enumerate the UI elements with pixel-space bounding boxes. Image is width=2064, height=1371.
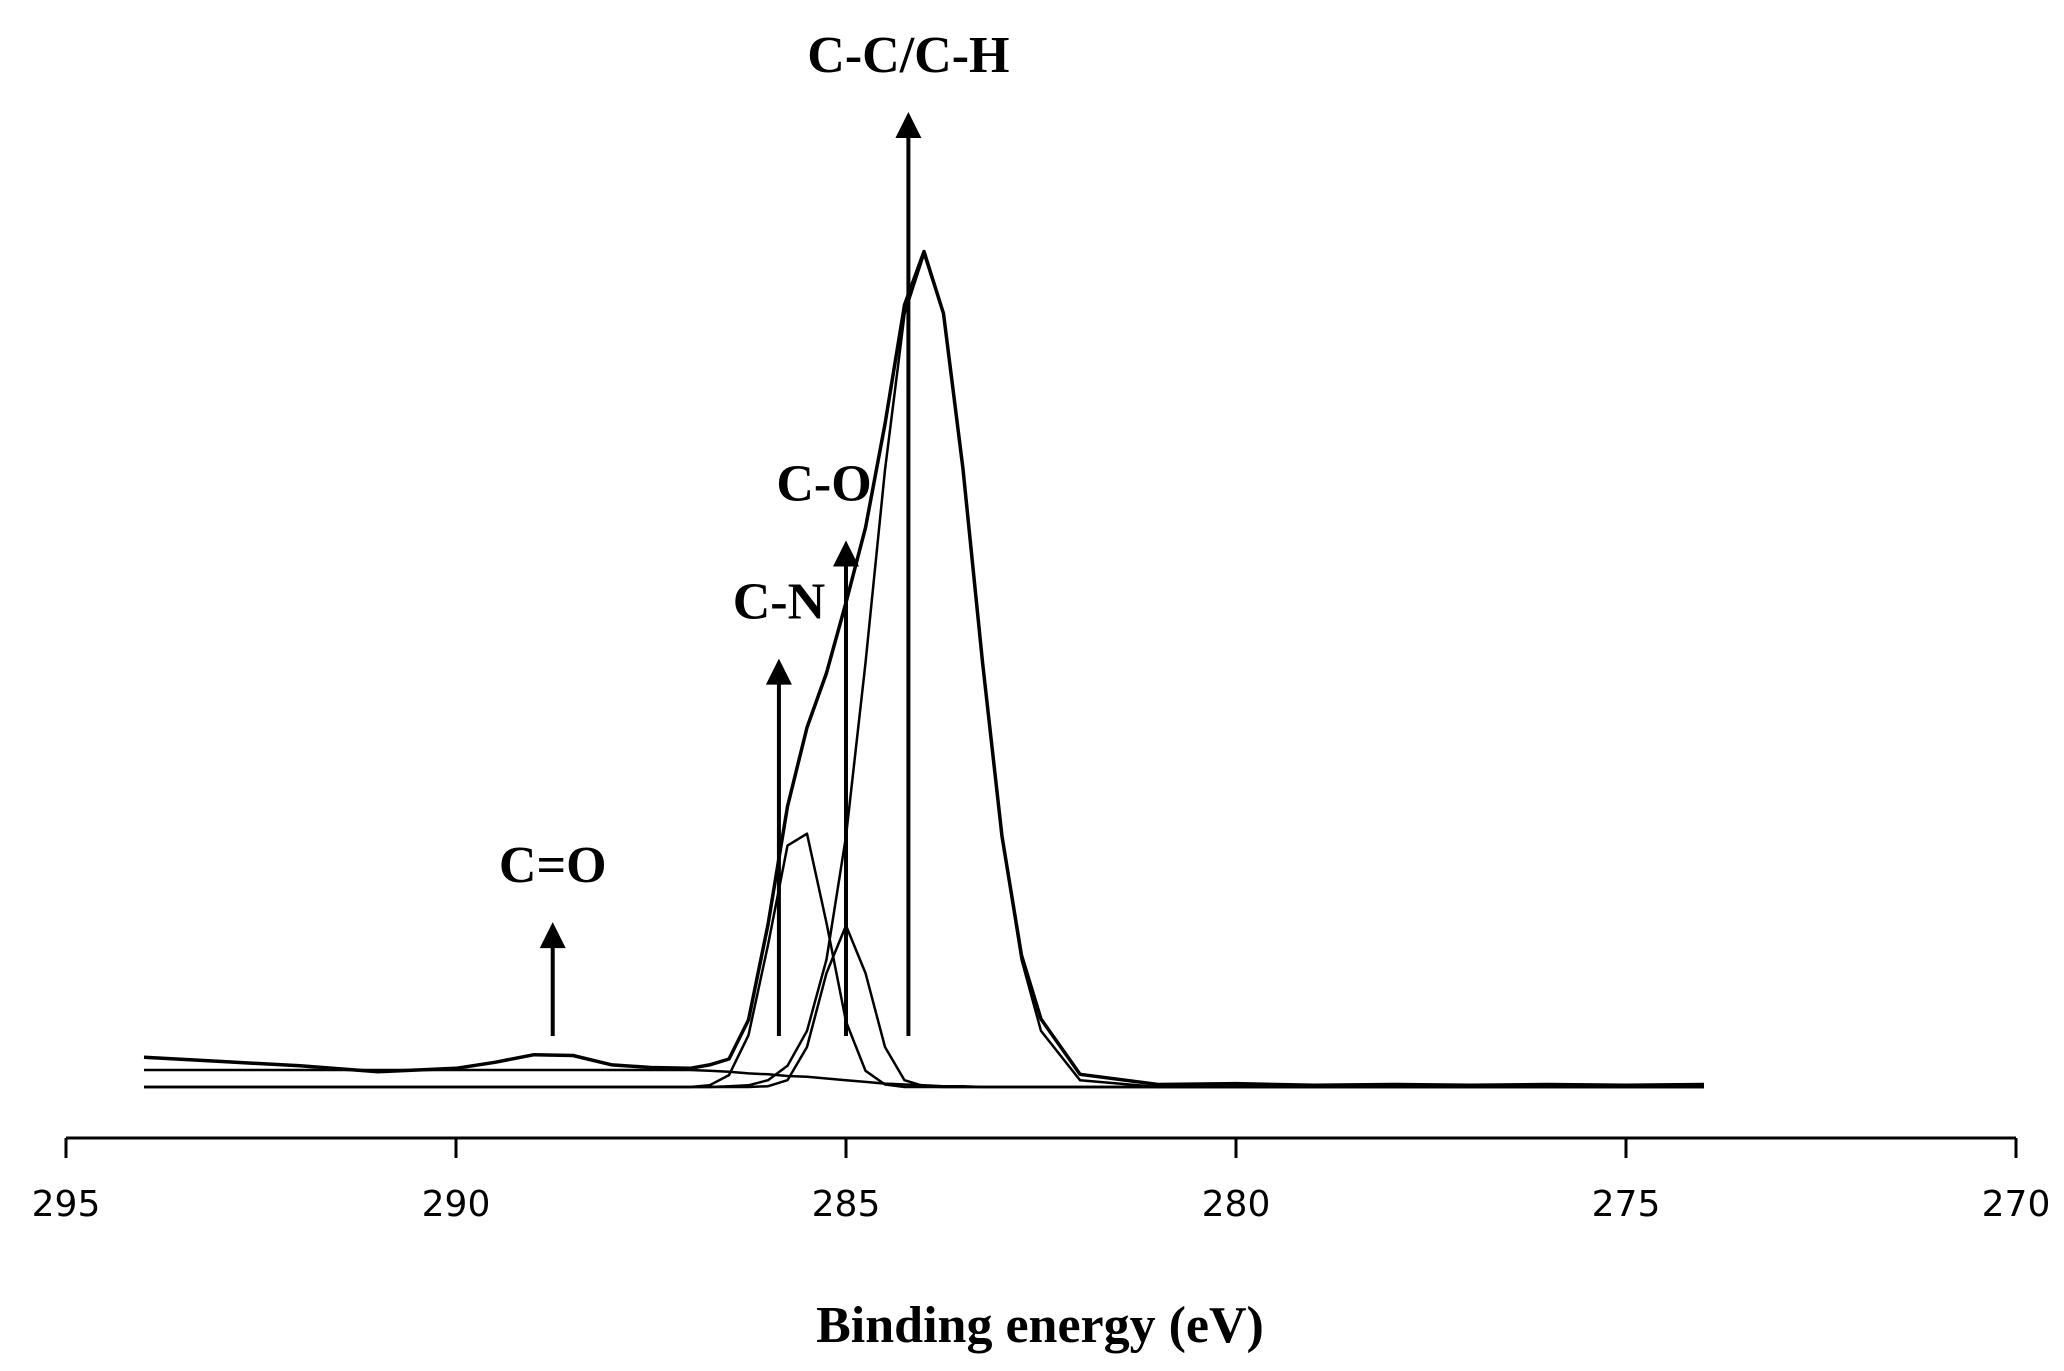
arrow-head — [895, 112, 922, 139]
spectrum-line — [144, 924, 1704, 1089]
spectrum-line — [144, 252, 1704, 1089]
annotation-label: C-C/C-H — [807, 27, 1009, 84]
arrow-head — [833, 540, 859, 567]
x-tick-label: 270 — [1982, 1184, 2051, 1225]
x-axis-title: Binding energy (eV) — [816, 1297, 1264, 1354]
annotation-label: C=O — [499, 837, 607, 894]
arrow-head — [765, 658, 792, 685]
annotation-label: C-O — [776, 455, 871, 512]
annotation-label: C-N — [733, 574, 825, 631]
x-tick-label: 295 — [32, 1184, 101, 1225]
spectrum-line — [144, 1068, 1704, 1089]
spectrum-line — [144, 832, 1704, 1089]
x-tick-label: 290 — [422, 1184, 491, 1225]
x-tick-label: 285 — [812, 1184, 881, 1225]
x-tick-label: 275 — [1592, 1184, 1661, 1225]
spectrum-line — [143, 249, 1705, 1088]
arrow-head — [539, 922, 566, 949]
x-tick-label: 280 — [1202, 1184, 1271, 1225]
